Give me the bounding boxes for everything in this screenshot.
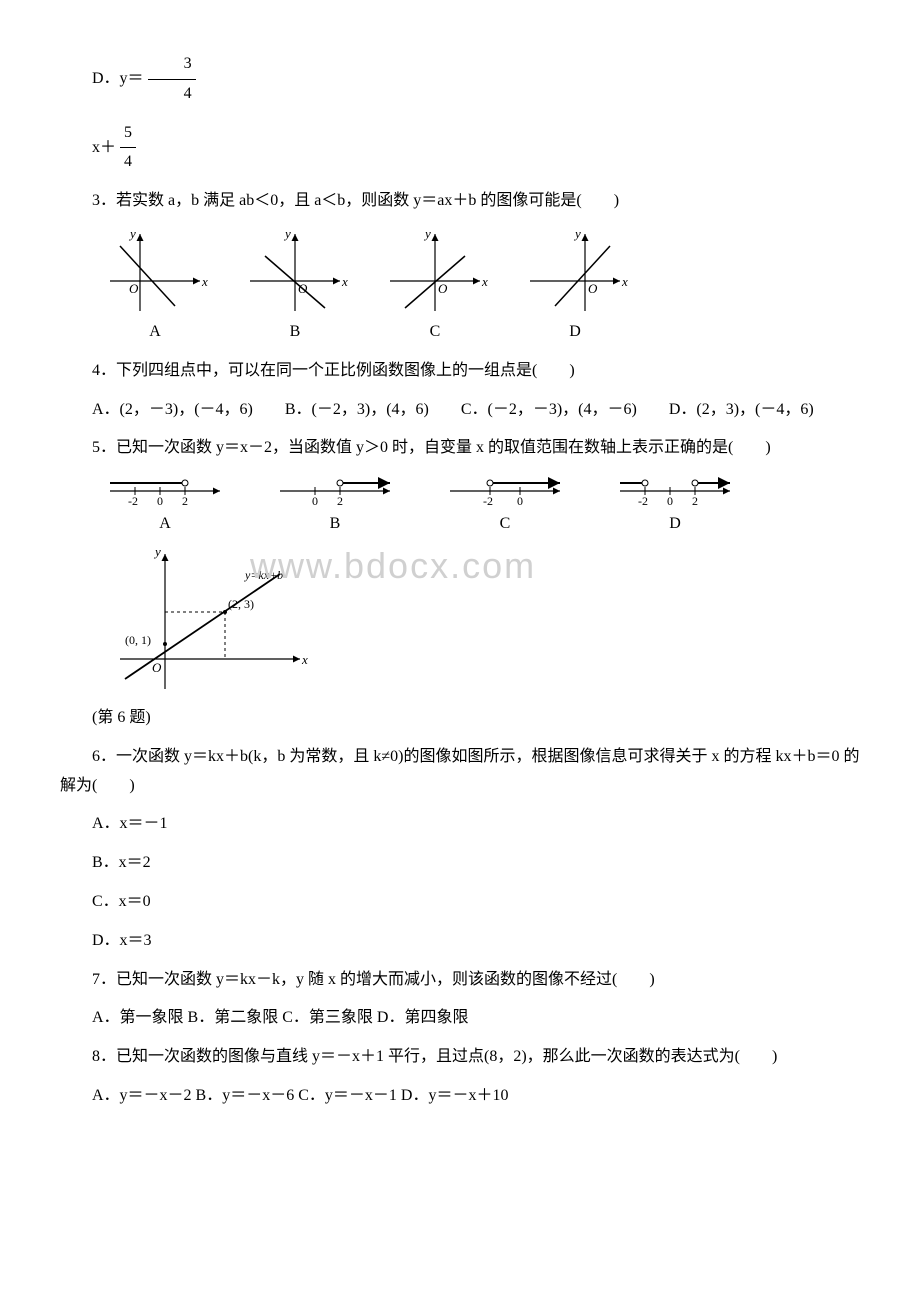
numline-b-svg: 0 2 (270, 473, 400, 508)
svg-text:0: 0 (667, 494, 673, 508)
svg-text:x: x (301, 652, 308, 667)
q3-graphs: x y O A x y O B x y O C (100, 226, 860, 347)
svg-text:2: 2 (182, 494, 188, 508)
option-d-line2: x＋ 5 4 (92, 119, 860, 178)
optd-prefix: D．y＝ (92, 70, 144, 87)
q5-nl-a: -2 0 2 A (100, 473, 230, 539)
svg-text:0: 0 (312, 494, 318, 508)
numline-d-svg: -2 0 2 (610, 473, 740, 508)
q8-opts: A．y＝－x－2 B．y＝－x－6 C．y＝－x－1 D．y＝－x＋10 (60, 1082, 860, 1111)
option-d-line1: D．y＝ 3 4 (60, 50, 860, 109)
q5-text: 5．已知一次函数 y＝x－2，当函数值 y＞0 时，自变量 x 的取值范围在数轴… (60, 434, 860, 463)
fraction-5-4: 5 4 (120, 119, 136, 178)
q3-label-c: C (380, 318, 490, 347)
q6-pt2: (2, 3) (228, 597, 254, 611)
svg-text:y: y (128, 226, 136, 241)
svg-text:O: O (438, 281, 448, 296)
q3-graph-c: x y O C (380, 226, 490, 347)
svg-text:-2: -2 (483, 494, 493, 508)
svg-text:0: 0 (157, 494, 163, 508)
q6-line-label: y=kx+b (244, 568, 283, 582)
q6-pt1: (0, 1) (125, 633, 151, 647)
q3-text: 3．若实数 a，b 满足 ab＜0，且 a＜b，则函数 y＝ax＋b 的图像可能… (60, 187, 860, 216)
fraction-3-4: 3 4 (148, 50, 196, 109)
svg-text:-2: -2 (638, 494, 648, 508)
graph-a-svg: x y O (100, 226, 210, 316)
q5-nl-b: 0 2 B (270, 473, 400, 539)
q5-nl-d: -2 0 2 D (610, 473, 740, 539)
q5-label-b: B (270, 510, 400, 539)
q6-opt-a: A．x＝－1 (60, 810, 860, 839)
q6-graph-wrap: www.bdocx.com x y O y=kx+b (2, 3) (0, 1) (100, 544, 860, 694)
q3-graph-d: x y O D (520, 226, 630, 347)
q5-label-d: D (610, 510, 740, 539)
q3-graph-b: x y O B (240, 226, 350, 347)
svg-text:y: y (153, 544, 161, 559)
svg-text:2: 2 (692, 494, 698, 508)
q4-text: 4．下列四组点中，可以在同一个正比例函数图像上的一组点是( ) (60, 357, 860, 386)
svg-text:x: x (201, 274, 208, 289)
numline-a-svg: -2 0 2 (100, 473, 230, 508)
q6-caption: (第 6 题) (60, 704, 860, 733)
q7-opts: A．第一象限 B．第二象限 C．第三象限 D．第四象限 (60, 1004, 860, 1033)
svg-text:y: y (283, 226, 291, 241)
graph-c-svg: x y O (380, 226, 490, 316)
q6-graph-svg: x y O y=kx+b (2, 3) (0, 1) (100, 544, 310, 694)
q5-numlines: -2 0 2 A 0 2 B -2 0 C -2 0 (100, 473, 860, 539)
optd-mid: x＋ (92, 139, 116, 156)
graph-b-svg: x y O (240, 226, 350, 316)
svg-text:x: x (341, 274, 348, 289)
svg-text:y: y (573, 226, 581, 241)
numline-c-svg: -2 0 (440, 473, 570, 508)
q6-opt-d: D．x＝3 (60, 927, 860, 956)
q3-label-d: D (520, 318, 630, 347)
svg-text:x: x (481, 274, 488, 289)
q4-opts: A．(2，－3)，(－4，6) B．(－2，3)，(4，6) C．(－2，－3)… (60, 396, 860, 425)
svg-text:y: y (423, 226, 431, 241)
svg-text:-2: -2 (128, 494, 138, 508)
q5-label-a: A (100, 510, 230, 539)
svg-text:O: O (588, 281, 598, 296)
q3-label-a: A (100, 318, 210, 347)
svg-text:x: x (621, 274, 628, 289)
q5-label-c: C (440, 510, 570, 539)
svg-text:O: O (152, 660, 162, 675)
svg-text:0: 0 (517, 494, 523, 508)
q3-graph-a: x y O A (100, 226, 210, 347)
q6-opt-c: C．x＝0 (60, 888, 860, 917)
q8-text: 8．已知一次函数的图像与直线 y＝－x＋1 平行，且过点(8，2)，那么此一次函… (60, 1043, 860, 1072)
q3-label-b: B (240, 318, 350, 347)
q6-opt-b: B．x＝2 (60, 849, 860, 878)
q6-text: 6．一次函数 y＝kx＋b(k，b 为常数，且 k≠0)的图像如图所示，根据图像… (60, 743, 860, 801)
svg-text:O: O (129, 281, 139, 296)
q7-text: 7．已知一次函数 y＝kx－k，y 随 x 的增大而减小，则该函数的图像不经过(… (60, 966, 860, 995)
graph-d-svg: x y O (520, 226, 630, 316)
q5-nl-c: -2 0 C (440, 473, 570, 539)
svg-text:2: 2 (337, 494, 343, 508)
